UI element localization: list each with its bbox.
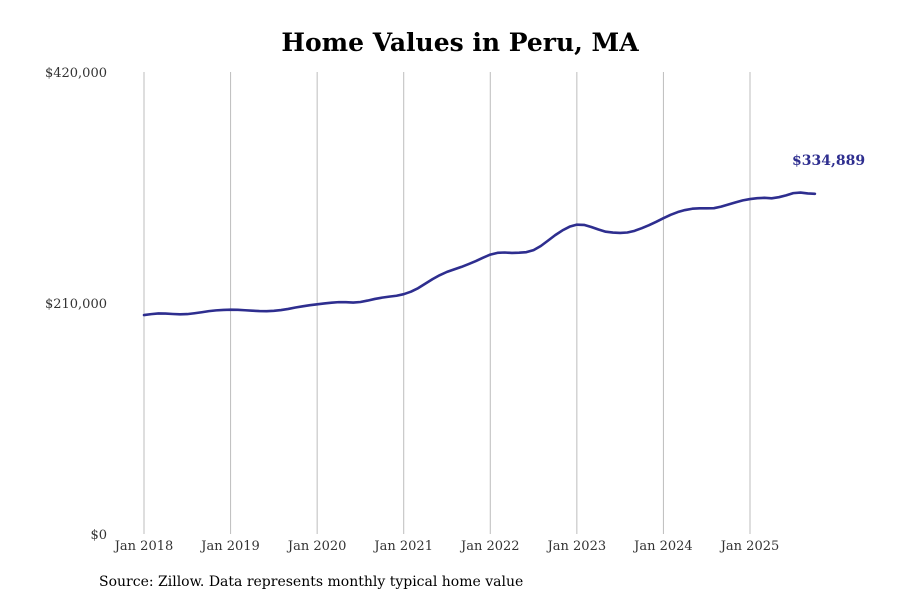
x-axis: Jan 2018 Jan 2019 Jan 2020 Jan 2021 Jan 2022…	[113, 539, 780, 554]
end-value-label: $334,889	[792, 153, 865, 169]
y-tick-label: $210,000	[45, 297, 107, 312]
x-tick-label: Jan 2024	[632, 539, 693, 554]
x-tick-label: Jan 2020	[286, 539, 347, 554]
chart-title: Home Values in Peru, MA	[281, 28, 639, 57]
source-note: Source: Zillow. Data represents monthly …	[99, 574, 524, 590]
series-line	[142, 191, 817, 317]
grid-lines	[143, 72, 751, 534]
series-group	[142, 191, 817, 317]
y-tick-label: $420,000	[45, 66, 107, 81]
x-tick-label: Jan 2021	[372, 539, 433, 554]
y-tick-label: $0	[90, 528, 107, 543]
data-labels: $334,889	[792, 153, 865, 169]
x-tick-label: Jan 2022	[459, 539, 520, 554]
x-tick-label: Jan 2023	[546, 539, 607, 554]
x-tick-label: Jan 2019	[199, 539, 260, 554]
x-tick-label: Jan 2018	[113, 539, 174, 554]
x-tick-label: Jan 2025	[719, 539, 780, 554]
y-axis: $0 $210,000 $420,000	[45, 66, 107, 543]
